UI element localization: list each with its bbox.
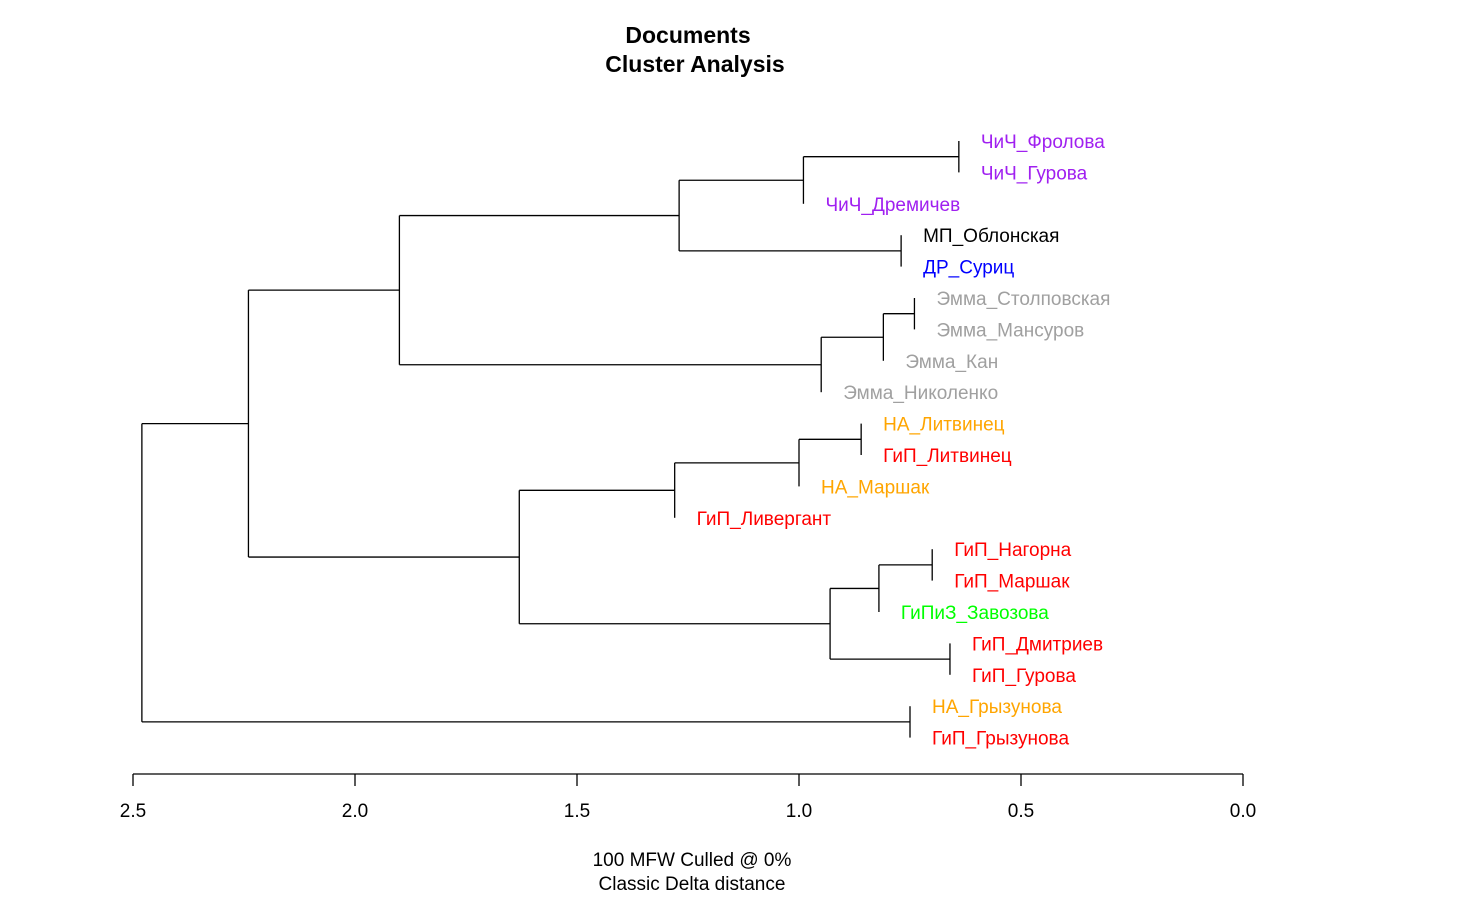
dendrogram-branches: [141, 141, 960, 738]
leaf-label: ГиПиЗ_Завозова: [901, 603, 1049, 624]
leaf-label: ЧиЧ_Фролова: [981, 132, 1105, 153]
leaf-label: ГиП_Гурова: [972, 666, 1076, 687]
leaf-label: Эмма_Столповская: [936, 289, 1110, 310]
leaf-label: Эмма_Николенко: [843, 383, 998, 404]
leaf-label: ГиП_Ливергант: [697, 509, 832, 530]
leaf-label: ГиП_Дмитриев: [972, 634, 1103, 655]
leaf-labels: ЧиЧ_Фролова ЧиЧ_Гурова ЧиЧ_Дремичев МП_Обло…: [697, 132, 1111, 750]
leaf-label: Эмма_Кан: [905, 352, 998, 373]
x-axis-tick-label: 1.5: [564, 801, 590, 822]
leaf-label: ГиП_Маршак: [954, 572, 1070, 593]
x-axis-label-line-2: Classic Delta distance: [599, 874, 786, 895]
leaf-label: ДР_Суриц: [923, 258, 1014, 279]
leaf-label: ГиП_Нагорна: [954, 540, 1071, 561]
x-axis-tick-label: 2.5: [120, 801, 146, 822]
leaf-label: ЧиЧ_Гурова: [981, 163, 1088, 184]
leaf-label: ГиП_Литвинец: [883, 446, 1012, 467]
x-axis: 2.5 2.0 1.5 1.0 0.5 0.0: [120, 773, 1256, 822]
x-axis-tick-label: 0.5: [1008, 801, 1034, 822]
leaf-label: НА_Грызунова: [932, 697, 1062, 718]
chart-title-line-2: Cluster Analysis: [605, 51, 784, 77]
x-axis-tick-label: 2.0: [342, 801, 368, 822]
chart-title-line-1: Documents: [625, 22, 750, 48]
leaf-label: НА_Литвинец: [883, 415, 1005, 436]
x-axis-tick-label: 1.0: [786, 801, 812, 822]
leaf-label: ГиП_Грызунова: [932, 729, 1069, 750]
x-axis-label-line-1: 100 MFW Culled @ 0%: [593, 850, 792, 871]
leaf-label: МП_Облонская: [923, 226, 1059, 247]
leaf-label: НА_Маршак: [821, 477, 930, 498]
leaf-label: Эмма_Мансуров: [936, 320, 1084, 341]
leaf-label: ЧиЧ_Дремичев: [825, 195, 960, 216]
x-axis-tick-label: 0.0: [1230, 801, 1256, 822]
